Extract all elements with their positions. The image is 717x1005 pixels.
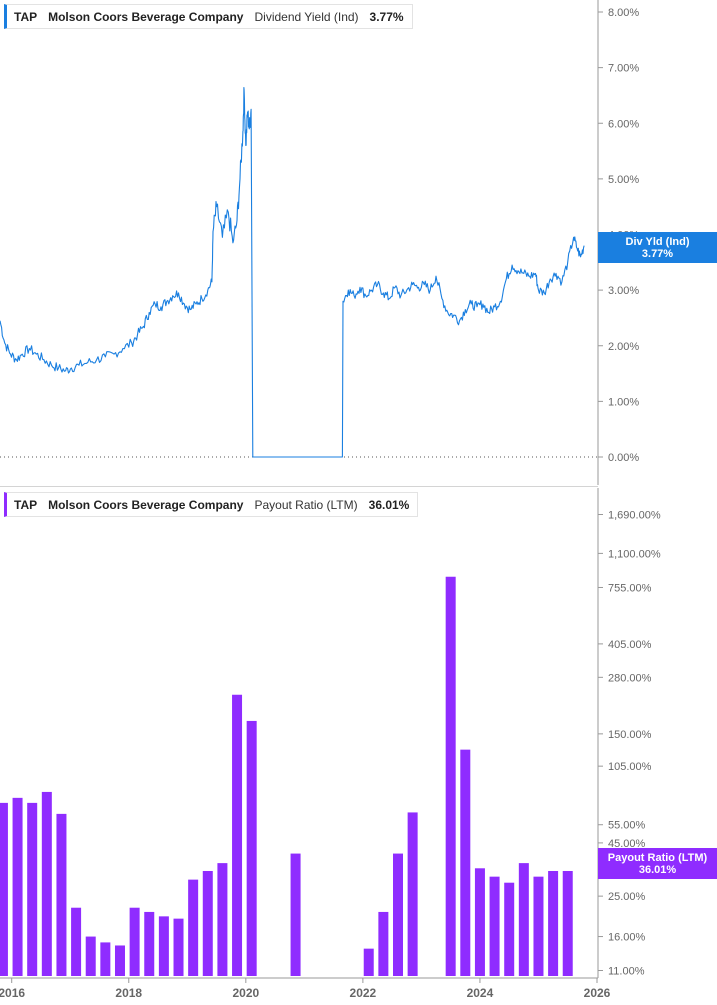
payout-ratio-bar xyxy=(363,948,374,976)
bottom-y-tick-label: 1,690.00% xyxy=(608,510,661,522)
bottom-y-tick-label: 11.00% xyxy=(608,966,645,978)
top-legend-ticker: TAP xyxy=(14,9,38,24)
payout-ratio-bar xyxy=(533,876,544,976)
payout-ratio-bar xyxy=(56,813,67,976)
payout-ratio-bar xyxy=(407,812,418,976)
bottom-y-tick-label: 55.00% xyxy=(608,820,646,832)
bottom-y-tick-label: 280.00% xyxy=(608,672,652,684)
payout-ratio-bar xyxy=(144,911,155,976)
payout-ratio-bar xyxy=(518,863,529,976)
payout-ratio-bar xyxy=(100,942,111,976)
top-y-tick-label: 6.00% xyxy=(608,118,639,130)
payout-ratio-bar xyxy=(41,791,52,976)
payout-ratio-bar xyxy=(378,911,389,976)
div-yld-tag-value: 3.77% xyxy=(641,248,674,260)
payout-ratio-tag-label: Payout Ratio (LTM) xyxy=(607,852,708,864)
payout-ratio-tag-value: 36.01% xyxy=(638,864,677,876)
bottom-legend-value: 36.01% xyxy=(368,497,410,512)
payout-ratio-bar xyxy=(0,802,8,976)
bottom-y-tick-label: 16.00% xyxy=(608,932,646,944)
bottom-y-tick-label: 25.00% xyxy=(608,891,646,903)
top-legend-value: 3.77% xyxy=(369,9,404,24)
bottom-y-tick-label: 405.00% xyxy=(608,639,652,651)
bottom-y-tick-label: 105.00% xyxy=(608,761,652,773)
top-legend-company: Molson Coors Beverage Company xyxy=(48,9,244,24)
payout-ratio-bar xyxy=(85,936,96,976)
top-y-tick-label: 3.00% xyxy=(608,285,639,297)
payout-ratio-bar xyxy=(158,916,169,976)
div-yld-tag-label: Div Yld (Ind) xyxy=(625,236,690,248)
payout-ratio-bar xyxy=(504,882,515,976)
top-y-tick-label: 0.00% xyxy=(608,452,639,464)
top-y-tick-label: 5.00% xyxy=(608,174,639,186)
bottom-y-tick-label: 45.00% xyxy=(608,838,646,850)
payout-ratio-bar xyxy=(129,907,140,976)
payout-ratio-bar xyxy=(290,853,301,976)
payout-ratio-bar xyxy=(393,853,403,976)
x-tick-label: 2022 xyxy=(350,986,377,1000)
top-y-tick-label: 1.00% xyxy=(608,396,639,408)
x-tick-label: 2018 xyxy=(115,986,142,1000)
bottom-legend-metric: Payout Ratio (LTM) xyxy=(254,497,358,512)
payout-ratio-bar xyxy=(202,870,213,976)
payout-ratio-bar xyxy=(445,576,456,976)
payout-ratio-bar xyxy=(12,797,23,976)
payout-ratio-bar xyxy=(27,802,38,976)
payout-ratio-bar xyxy=(173,918,184,976)
bottom-legend-ticker: TAP xyxy=(14,497,38,512)
x-tick-label: 2026 xyxy=(584,986,611,1000)
payout-ratio-value-tag: Payout Ratio (LTM) 36.01% xyxy=(598,848,717,879)
top-y-tick-label: 8.00% xyxy=(608,7,639,19)
x-tick-label: 2020 xyxy=(232,986,259,1000)
bottom-legend-company: Molson Coors Beverage Company xyxy=(48,497,244,512)
bottom-y-tick-label: 1,100.00% xyxy=(608,548,661,560)
payout-ratio-bar xyxy=(114,945,125,976)
payout-ratio-bar xyxy=(489,876,500,976)
bottom-y-tick-label: 755.00% xyxy=(608,582,652,594)
payout-ratio-bar xyxy=(232,694,243,976)
payout-ratio-bar xyxy=(188,879,199,976)
payout-ratio-bar xyxy=(246,720,257,976)
x-tick-label: 2024 xyxy=(467,986,494,1000)
top-legend: TAP Molson Coors Beverage Company Divide… xyxy=(4,4,413,29)
bottom-y-tick-label: 150.00% xyxy=(608,729,652,741)
top-y-tick-label: 7.00% xyxy=(608,63,639,75)
dividend-yield-series-line xyxy=(0,87,585,458)
bottom-legend: TAP Molson Coors Beverage Company Payout… xyxy=(4,492,419,517)
payout-ratio-bar xyxy=(71,907,82,976)
payout-ratio-bar xyxy=(548,870,559,976)
payout-ratio-bar xyxy=(217,863,228,976)
x-tick-label: 2016 xyxy=(0,986,25,1000)
top-y-tick-label: 2.00% xyxy=(608,341,639,353)
payout-ratio-bar xyxy=(460,749,471,976)
payout-ratio-bar xyxy=(474,868,485,976)
payout-ratio-bar xyxy=(562,870,573,976)
div-yld-value-tag: Div Yld (Ind) 3.77% xyxy=(598,232,717,263)
top-legend-metric: Dividend Yield (Ind) xyxy=(254,9,359,24)
